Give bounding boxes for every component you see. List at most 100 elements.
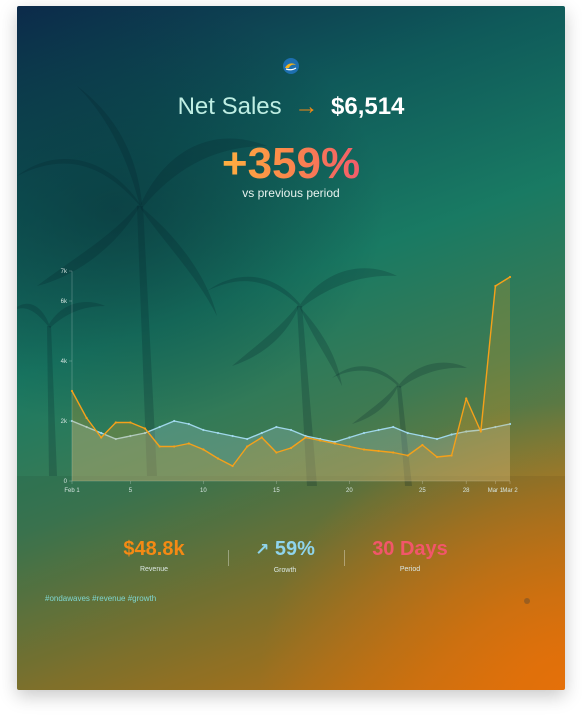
current-period-series-point: [216, 457, 220, 460]
current-period-series-point: [158, 445, 161, 448]
current-period-series-area: [72, 277, 510, 481]
current-period-series-point: [143, 427, 147, 430]
previous-period-series-point: [465, 430, 468, 433]
previous-period-series-point: [129, 434, 132, 438]
y-tick-label: 0: [64, 479, 68, 485]
current-period-series-point: [289, 446, 293, 450]
stat-revenue-value: $48.8k: [123, 538, 185, 560]
previous-period-series-point: [508, 422, 512, 426]
previous-period-series-point: [275, 425, 278, 429]
sales-card: Net Sales → $6,514 +359% vs previous per…: [17, 6, 565, 690]
previous-period-series-point: [231, 434, 234, 438]
current-period-series-point: [333, 442, 336, 445]
current-period-series-point: [377, 449, 380, 453]
y-axis: 0 2k 4k 6k 7k: [61, 269, 73, 485]
stat-growth-label: Growth: [273, 567, 297, 574]
x-tick-label: Feb 1: [64, 488, 80, 494]
previous-period-series-point: [362, 431, 366, 435]
stat-revenue-label: Revenue: [139, 566, 169, 573]
previous-period-series-point: [246, 437, 249, 441]
previous-period-series-point: [494, 425, 497, 429]
y-tick-label: 7k: [61, 269, 68, 275]
current-period-series-point: [406, 454, 409, 457]
net-sales-headline: Net Sales → $6,514: [17, 92, 565, 122]
current-period-series-point: [275, 451, 278, 454]
stat-divider: [344, 550, 345, 566]
previous-period-series-point: [216, 431, 220, 435]
previous-period-series-point: [202, 428, 205, 432]
x-tick-label: 10: [200, 488, 207, 494]
previous-period-series-area: [72, 421, 510, 481]
x-tick-label: 5: [129, 488, 133, 494]
previous-period-series-point: [377, 428, 380, 432]
net-sales-value: $6,514: [331, 93, 405, 120]
previous-period-series-point: [289, 428, 293, 432]
comparison-subtitle: vs previous period: [242, 186, 340, 200]
current-period-series-point: [392, 451, 395, 454]
current-period-series-point: [202, 448, 205, 451]
percent-change: +359%: [17, 138, 565, 190]
x-tick-label: 25: [419, 488, 426, 494]
current-period-series-point: [260, 436, 263, 439]
x-axis: Feb 1 5 10 15 20 25 28 Mar 1 Mar 2: [64, 480, 518, 494]
y-tick-label: 6k: [61, 299, 68, 305]
logo-wave-icon: [283, 58, 299, 74]
right-arrow-icon: →: [294, 93, 319, 120]
stat-growth: ↗ 59% Growth: [210, 536, 360, 574]
current-period-series-point: [129, 421, 132, 424]
current-period-series-point: [70, 389, 74, 393]
previous-period-series-point: [85, 425, 88, 429]
stat-divider: [228, 550, 229, 566]
stat-period: 30 Days Period: [335, 536, 485, 573]
stats-row: $48.8k Revenue ↗ 59% Growth 30 Days Peri…: [17, 536, 565, 586]
y-tick-label: 4k: [61, 359, 68, 365]
current-period-series-point: [435, 455, 439, 459]
up-right-arrow-icon: ↗: [255, 540, 270, 559]
current-period-series-point: [114, 421, 117, 424]
hashtags: #ondawaves #revenue #growth: [45, 594, 157, 603]
percent-change-value: +359%: [221, 139, 361, 188]
current-period-series-point: [421, 443, 424, 447]
previous-period-series-point: [260, 431, 263, 435]
previous-period-series-point: [421, 434, 424, 438]
current-period-series-point: [508, 275, 512, 279]
current-period-series-point: [465, 397, 468, 400]
previous-period-series-point: [450, 433, 453, 436]
y-tick-label: 2k: [61, 419, 68, 425]
current-period-series-point: [85, 416, 88, 420]
sales-line-chart: 0 2k 4k 6k 7k Feb 1 5 10 15 20 25 28 Mar 1 Mar 2: [61, 269, 519, 494]
previous-period-series-point: [187, 422, 190, 426]
previous-period-series-point: [392, 425, 395, 429]
x-tick-label: 15: [273, 488, 280, 494]
previous-period-series-point: [406, 431, 409, 435]
stat-period-label: Period: [399, 566, 421, 573]
previous-period-series-point: [70, 419, 74, 423]
chart-series: [70, 275, 512, 481]
x-tick-label: 20: [346, 488, 353, 494]
stat-revenue: $48.8k Revenue: [79, 536, 229, 573]
stat-growth-value: 59%: [274, 538, 315, 560]
current-period-series-point: [304, 436, 307, 439]
previous-period-series-point: [143, 431, 147, 435]
current-period-series-point: [494, 284, 497, 288]
current-period-series-point: [246, 445, 249, 448]
x-tick-label: Mar 2: [502, 488, 518, 494]
x-tick-label: 28: [463, 488, 470, 494]
net-sales-label: Net Sales: [177, 93, 282, 120]
current-period-series-point: [348, 445, 351, 448]
previous-period-series-point: [435, 437, 439, 441]
current-period-series-point: [479, 430, 482, 433]
current-period-series-point: [173, 445, 176, 448]
previous-period-series-point: [114, 437, 117, 441]
current-period-series-point: [319, 439, 322, 442]
current-period-series-point: [231, 464, 234, 468]
current-period-series-point: [100, 436, 103, 439]
previous-period-series-point: [173, 419, 176, 423]
previous-period-series-point: [348, 436, 351, 439]
current-period-series-point: [362, 448, 366, 451]
x-tick-label: Mar 1: [488, 488, 504, 494]
previous-period-series-point: [158, 425, 161, 429]
current-period-series-point: [450, 454, 453, 457]
stat-period-value: 30 Days: [372, 538, 448, 560]
previous-period-series-point: [100, 431, 103, 435]
